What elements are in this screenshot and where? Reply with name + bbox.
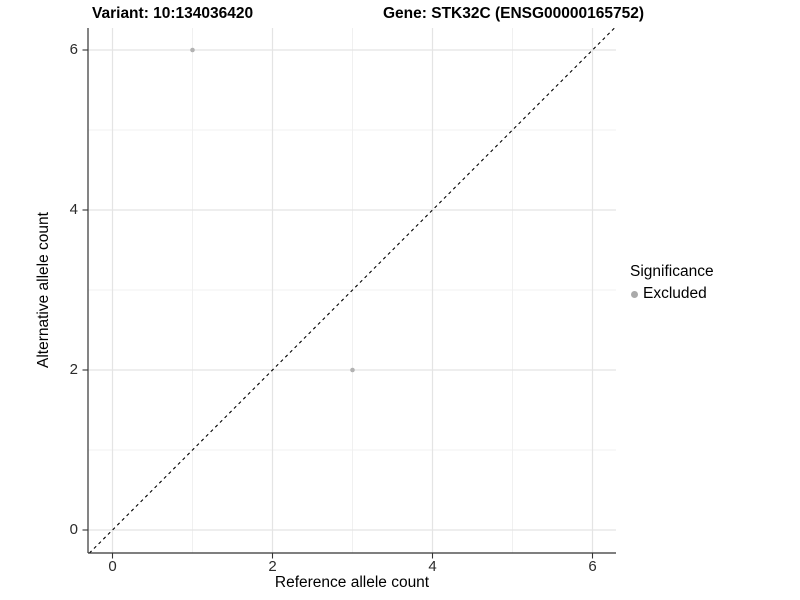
x-tick-label: 0 (108, 558, 117, 575)
legend: Significance Excluded (630, 263, 714, 303)
data-point (350, 367, 355, 373)
legend-item-excluded: Excluded (631, 285, 714, 303)
y-tick-label: 0 (69, 521, 78, 538)
y-tick-label: 6 (69, 41, 78, 58)
x-axis-title: Reference allele count (274, 574, 430, 591)
y-tick-label: 4 (69, 201, 78, 218)
plot-title-gene: Gene: STK32C (ENSG00000165752) (383, 5, 645, 22)
x-tick-label: 6 (588, 558, 597, 575)
y-axis-title: Alternative allele count (35, 212, 52, 368)
legend-point-icon (631, 290, 638, 298)
identity-dashed-line (88, 27, 616, 554)
legend-title: Significance (630, 263, 714, 280)
data-point (190, 47, 195, 53)
y-tick-label: 2 (69, 361, 78, 378)
x-tick-label: 2 (268, 558, 277, 575)
legend-item-label: Excluded (643, 285, 707, 302)
x-tick-label: 4 (428, 558, 437, 575)
plot-title-variant: Variant: 10:134036420 (92, 5, 254, 22)
plot-title: Variant: 10:134036420 Gene: STK32C (ENSG… (0, 5, 800, 27)
